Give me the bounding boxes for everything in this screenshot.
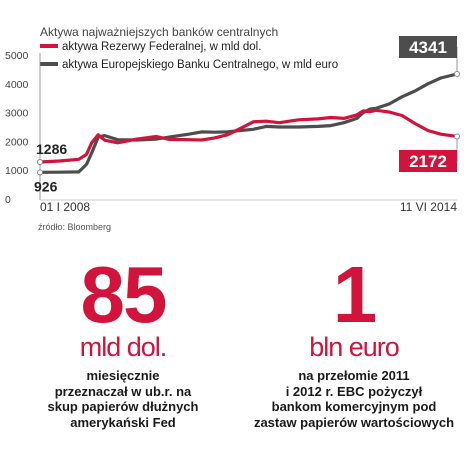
stat-fed-line: przeznaczał w ub.r. na xyxy=(54,383,192,399)
ecb-end-box xyxy=(399,36,457,58)
series-lines xyxy=(38,72,459,174)
source-note: źródło: Bloomberg xyxy=(38,222,112,232)
fed-end-marker xyxy=(454,133,460,140)
stat-fed-line: miesięcznie xyxy=(86,368,160,383)
stat-fed-value: 85 xyxy=(80,250,168,339)
y-tick-label: 4000 xyxy=(5,79,29,91)
ecb-start-label: 926 xyxy=(34,178,58,194)
central-bank-assets-chart: Aktywa najważniejszych banków centralnyc… xyxy=(5,25,460,214)
fed-line xyxy=(38,108,459,164)
x-start-label: 01 I 2008 xyxy=(40,200,90,214)
fed-end-label: 2172 xyxy=(409,152,447,171)
value-labels: 1286 926 4341 2172 xyxy=(34,36,460,194)
stat-ecb-line: bankom komercyjnym pod xyxy=(271,399,437,414)
legend: aktywa Rezerwy Federalnej, w mld dol. ak… xyxy=(40,41,338,71)
stat-fed-line: skup papierów dłużnych xyxy=(47,399,199,414)
ecb-end-marker xyxy=(454,70,460,77)
legend-label-ecb: aktywa Europejskiego Banku Centralnego, … xyxy=(62,59,338,71)
fed-start-label: 1286 xyxy=(36,141,67,157)
stat-fed-unit: mld dol. xyxy=(79,332,168,362)
stat-ecb-line: i 2012 r. EBC pożyczył xyxy=(285,383,423,399)
y-tick-label: 3000 xyxy=(5,108,29,120)
stat-ecb-unit: bln euro xyxy=(309,332,400,362)
stat-ecb-value: 1 xyxy=(332,250,378,339)
stat-fed-description: miesięcznie przeznaczał w ub.r. na skup … xyxy=(18,368,228,430)
y-tick-label: 2000 xyxy=(5,136,29,148)
stat-ecb-line: zastaw papierów wartościowych xyxy=(253,414,455,430)
stat-fed-line: amerykański Fed xyxy=(70,414,176,430)
fed-start-marker xyxy=(37,158,43,165)
chart-title: Aktywa najważniejszych banków centralnyc… xyxy=(40,25,278,39)
stat-fed: 85 mld dol. miesięcznie przeznaczał w ub… xyxy=(18,250,228,430)
ecb-start-marker xyxy=(37,169,43,176)
y-tick-label: 5000 xyxy=(5,50,29,62)
stat-ecb-description: na przełomie 2011 i 2012 r. EBC pożyczył… xyxy=(236,368,472,430)
stat-ecb-line: na przełomie 2011 xyxy=(298,368,410,383)
fed-end-box xyxy=(399,150,457,172)
y-tick-label: 1000 xyxy=(5,165,29,177)
legend-label-fed: aktywa Rezerwy Federalnej, w mld dol. xyxy=(62,41,261,53)
stat-ecb: 1 bln euro na przełomie 2011 i 2012 r. E… xyxy=(236,250,472,430)
x-end-label: 11 VI 2014 xyxy=(400,200,457,214)
y-tick-label: 0 xyxy=(5,194,11,206)
y-axis: 0 1000 2000 3000 4000 5000 xyxy=(5,50,457,206)
ecb-end-label: 4341 xyxy=(409,38,447,57)
